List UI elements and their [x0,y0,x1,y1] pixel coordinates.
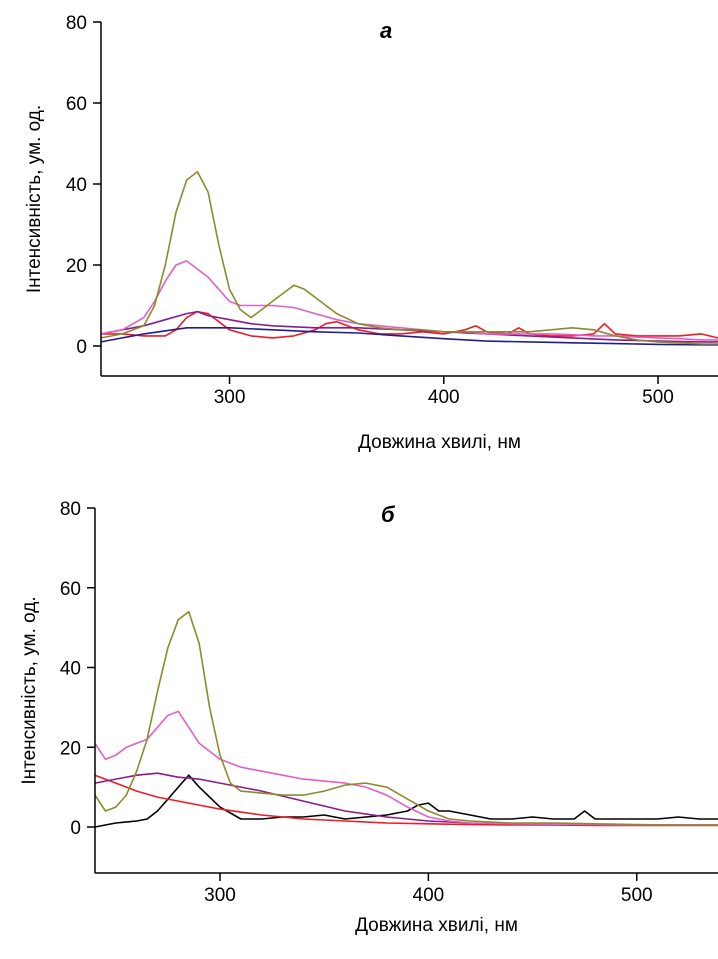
series-line-black [94,774,718,828]
x-tick-label: 500 [642,387,674,408]
x-tick-label: 500 [621,885,653,906]
x-tick-label: 300 [204,885,236,906]
series-line-purple [100,310,718,343]
series-line-olive [100,171,718,345]
series-line-navy [100,327,718,346]
y-tick-label: 0 [76,337,87,358]
y-tick-label: 20 [60,738,81,759]
panel-b: б Довжина хвилі, нм Інтенсивність, ум. о… [19,499,718,936]
x-tick-label: 400 [428,387,460,408]
panel-a: а Довжина хвилі, нм Інтенсивність, ум. о… [24,13,718,453]
y-tick-label: 80 [66,13,87,34]
x-tick-label: 300 [214,387,246,408]
x-axis-title-b: Довжина хвилі, нм [355,915,518,936]
y-tick-label: 60 [60,579,81,600]
x-tick-label: 400 [413,885,445,906]
panel-letter-a: а [380,18,392,43]
series-line-pink [94,710,718,826]
y-tick-label: 40 [60,659,81,680]
series-line-red [101,310,718,339]
series-line-olive [94,610,718,826]
x-axis-title-a: Довжина хвилі, нм [358,432,521,453]
y-tick-label: 20 [66,256,87,277]
y-tick-label: 0 [70,818,81,839]
y-tick-label: 40 [66,175,87,196]
y-tick-label: 60 [66,94,87,115]
y-axis-title-a: Інтенсивність, ум. од. [24,105,45,293]
panel-letter-b: б [381,502,396,527]
y-axis-title-b: Інтенсивність, ум. од. [19,596,40,784]
series-line-red [94,774,718,827]
y-tick-label: 80 [60,499,81,520]
